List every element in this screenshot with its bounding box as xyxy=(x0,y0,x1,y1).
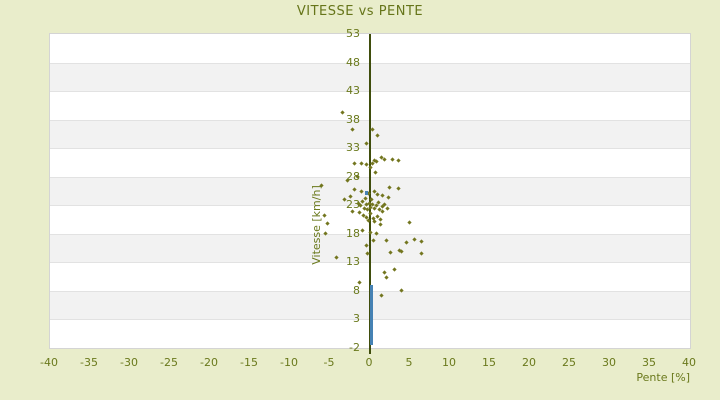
x-tick-label: -35 xyxy=(80,356,98,369)
y-tick-label: 33 xyxy=(346,141,360,155)
y-tick-label: 23 xyxy=(346,198,360,212)
x-tick-label: 35 xyxy=(642,356,656,369)
chart-title: VITESSE vs PENTE xyxy=(296,4,424,19)
x-tick-label: 20 xyxy=(522,356,536,369)
y-tick-label: 8 xyxy=(353,283,360,297)
y-axis-title: Vitesse [km/h] xyxy=(310,185,323,265)
y-tick-label: 38 xyxy=(346,112,360,126)
x-tick-label: 10 xyxy=(442,356,456,369)
x-tick-label: -5 xyxy=(323,356,335,369)
y-tick-label: 53 xyxy=(346,27,360,40)
x-tick-label: -30 xyxy=(120,356,138,369)
x-tick-label: -20 xyxy=(200,356,218,369)
y-tick-label: -2 xyxy=(349,341,360,354)
x-tick-label: -40 xyxy=(40,356,58,369)
x-tick-label: 15 xyxy=(482,356,496,369)
x-axis-title: Pente [%] xyxy=(636,371,690,384)
x-tick-label: 0 xyxy=(365,356,373,369)
x-tick-label: 40 xyxy=(682,356,696,369)
y-tick-label: 13 xyxy=(346,255,360,269)
x-tick-label: -15 xyxy=(240,356,258,369)
plot-area: -2 3 8 13 18 23 28 33 38 43 48 53 Vitesse [km/h] xyxy=(49,28,691,354)
y-tick-label: 18 xyxy=(346,226,360,240)
y-tick-label: 3 xyxy=(353,312,360,326)
y-tick-label: 48 xyxy=(346,55,360,69)
y-tick-label: 43 xyxy=(346,84,360,98)
x-tick-label: -10 xyxy=(280,356,298,369)
x-tick-label: 30 xyxy=(602,356,616,369)
x-tick-label: -25 xyxy=(160,356,178,369)
x-tick-label: 5 xyxy=(405,356,413,369)
y-tick-label: 28 xyxy=(346,169,360,183)
x-tick-label: 25 xyxy=(562,356,576,369)
scatter-point-points-olive xyxy=(411,236,417,242)
scatter-point-points-blue xyxy=(364,190,368,195)
scatter-point-points-blue xyxy=(370,340,374,345)
